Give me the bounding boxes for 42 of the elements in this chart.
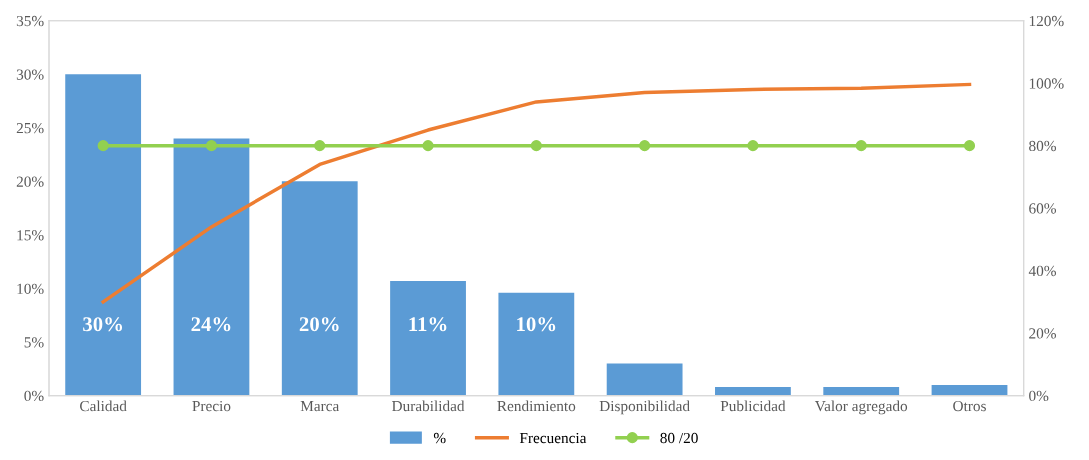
y-tick-label: 5% [24, 337, 44, 348]
x-tick-label: Disponibilidad [599, 400, 690, 415]
data-label: 10% [517, 317, 556, 332]
bar [606, 363, 683, 396]
y-tick-label: 20% [16, 176, 44, 187]
bar [173, 138, 250, 396]
y-tick-label: 25% [16, 122, 44, 134]
legend-label: Frecuencia [519, 432, 587, 444]
bar [823, 387, 900, 396]
bar [65, 74, 142, 396]
bar [931, 384, 1008, 396]
y2-tick-label: 40% [1028, 265, 1056, 277]
legend-label: 80 /20 [660, 432, 698, 444]
x-tick-label: Otros [953, 400, 986, 412]
bar [715, 387, 791, 396]
y-tick-label: 0% [24, 390, 44, 402]
y-tick-label: 30% [16, 69, 44, 80]
y2-tick-label: 100% [1029, 78, 1064, 89]
bar [281, 181, 358, 396]
x-tick-label: Durabilidad [391, 400, 465, 412]
x-tick-label: Calidad [80, 400, 127, 412]
data-label: 11% [409, 317, 447, 332]
y-tick-label: 35% [16, 15, 44, 27]
x-tick-label: Publicidad [720, 400, 786, 412]
y-tick-label: 10% [17, 283, 44, 294]
x-tick-label: Valor agregado [814, 400, 908, 415]
y2-tick-label: 20% [1029, 328, 1056, 339]
y2-tick-label: 60% [1029, 203, 1056, 214]
data-label: 24% [191, 317, 231, 332]
x-tick-label: Rendimiento [497, 400, 576, 412]
y-tick-label: 15% [17, 230, 44, 241]
y2-tick-label: 0% [1029, 390, 1049, 402]
line-series [101, 82, 972, 304]
x-tick-label: Marca [300, 401, 340, 412]
x-tick-label: Precio [192, 400, 231, 412]
bar [498, 292, 575, 396]
y2-tick-label: 120% [1029, 15, 1064, 27]
data-label: 30% [83, 317, 123, 332]
bar [390, 280, 466, 396]
legend-label: % [433, 432, 446, 444]
y2-tick-label: 80% [1029, 140, 1056, 152]
data-label: 20% [299, 317, 339, 332]
